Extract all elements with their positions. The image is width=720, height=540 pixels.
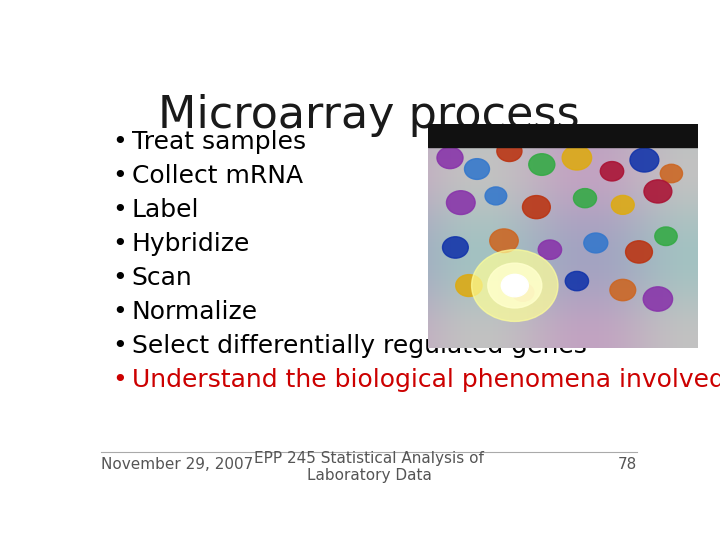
Text: Hybridize: Hybridize <box>132 232 251 256</box>
Circle shape <box>610 279 636 301</box>
Bar <box>428 124 698 146</box>
Text: •: • <box>112 368 127 393</box>
Circle shape <box>565 272 588 291</box>
Text: •: • <box>112 266 127 290</box>
Circle shape <box>443 237 468 258</box>
Circle shape <box>456 275 482 296</box>
Circle shape <box>644 180 672 203</box>
Circle shape <box>573 188 597 208</box>
Circle shape <box>660 164 683 183</box>
Text: Normalize: Normalize <box>132 300 258 324</box>
Text: Understand the biological phenomena involved: Understand the biological phenomena invo… <box>132 368 720 393</box>
Circle shape <box>497 140 522 161</box>
Circle shape <box>538 240 562 259</box>
Circle shape <box>528 154 555 176</box>
Circle shape <box>523 195 550 219</box>
Text: Label: Label <box>132 198 199 222</box>
Circle shape <box>654 227 678 246</box>
Circle shape <box>485 187 507 205</box>
Circle shape <box>490 229 518 253</box>
Text: •: • <box>112 232 127 256</box>
Text: •: • <box>112 130 127 154</box>
Text: Collect mRNA: Collect mRNA <box>132 164 303 188</box>
Circle shape <box>437 147 463 168</box>
Text: November 29, 2007: November 29, 2007 <box>101 457 253 472</box>
Text: Select differentially regulated genes: Select differentially regulated genes <box>132 334 587 359</box>
Text: 78: 78 <box>618 457 637 472</box>
Circle shape <box>562 146 592 170</box>
Circle shape <box>446 191 475 214</box>
Text: •: • <box>112 164 127 188</box>
Circle shape <box>501 274 528 297</box>
Text: Scan: Scan <box>132 266 193 290</box>
Text: •: • <box>112 300 127 324</box>
Circle shape <box>584 233 608 253</box>
Circle shape <box>643 287 672 311</box>
Circle shape <box>626 241 652 263</box>
Circle shape <box>611 195 634 214</box>
Text: Microarray process: Microarray process <box>158 94 580 137</box>
Circle shape <box>512 283 534 301</box>
Text: EPP 245 Statistical Analysis of
Laboratory Data: EPP 245 Statistical Analysis of Laborato… <box>254 451 484 483</box>
Text: Treat samples: Treat samples <box>132 130 306 154</box>
Text: •: • <box>112 198 127 222</box>
Circle shape <box>630 148 659 172</box>
Circle shape <box>472 249 558 321</box>
Text: •: • <box>112 334 127 359</box>
Circle shape <box>600 161 624 181</box>
Circle shape <box>464 159 490 179</box>
Circle shape <box>488 263 541 308</box>
